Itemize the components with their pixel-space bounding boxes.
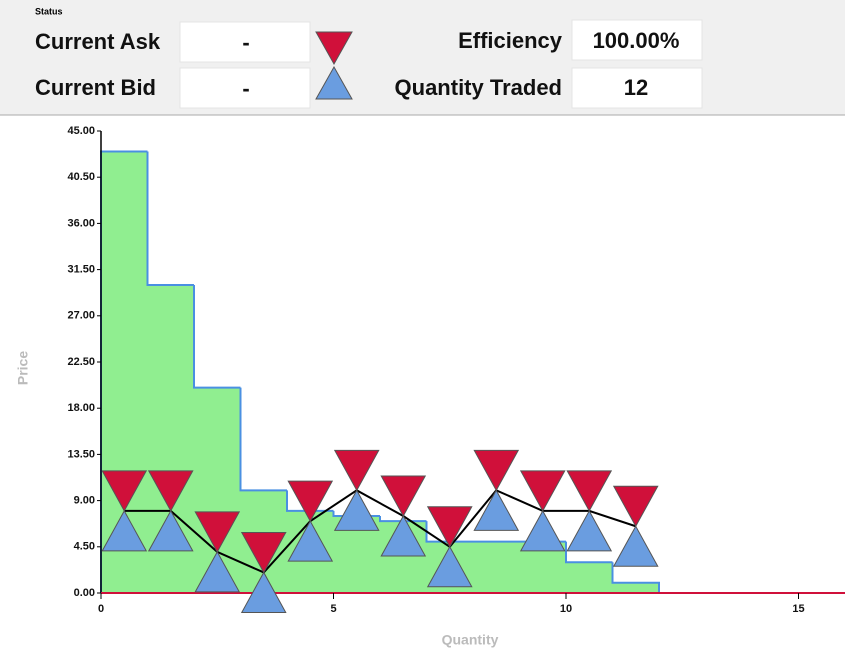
ask-marker xyxy=(519,470,566,512)
step-line xyxy=(193,285,241,389)
y-tick-label: 22.50 xyxy=(67,356,95,368)
bid-marker xyxy=(194,550,241,593)
y-axis-label: Price xyxy=(15,351,31,385)
ask-marker xyxy=(240,531,287,574)
efficiency: 100.00% xyxy=(593,28,680,53)
y-tick-label: 27.00 xyxy=(67,310,95,322)
bid-marker xyxy=(240,571,287,613)
step-area xyxy=(612,582,659,593)
bid-marker xyxy=(426,545,473,588)
y-tick-label: 40.50 xyxy=(67,171,95,183)
y-tick-label: 9.00 xyxy=(74,495,95,507)
x-tick-label: 10 xyxy=(560,603,572,615)
current-ask-label: Current Ask xyxy=(35,29,161,54)
bid-marker xyxy=(612,525,659,567)
bid-marker xyxy=(380,514,427,557)
bid-marker xyxy=(101,509,148,552)
ask-marker xyxy=(380,475,427,518)
ask-marker xyxy=(566,470,613,512)
efficiency-label: Efficiency xyxy=(458,28,563,53)
step-line xyxy=(565,541,613,564)
quantity-traded-label: Quantity Traded xyxy=(395,75,562,100)
step-line xyxy=(425,521,473,543)
y-tick-label: 18.00 xyxy=(67,402,95,414)
ask-marker xyxy=(287,480,334,523)
x-axis-label: Quantity xyxy=(442,632,499,648)
bid-marker xyxy=(566,509,613,552)
ask-marker xyxy=(101,470,148,512)
y-tick-label: 36.00 xyxy=(67,217,95,229)
y-tick-label: 0.00 xyxy=(74,587,95,599)
ask-marker xyxy=(147,470,194,512)
x-tick-label: 15 xyxy=(792,603,804,615)
step-area xyxy=(473,541,520,593)
step-line xyxy=(286,490,334,512)
step-line xyxy=(611,562,660,593)
status-panel xyxy=(0,0,845,115)
current-bid-label: Current Bid xyxy=(35,75,156,100)
ask-marker xyxy=(612,485,659,528)
x-tick-label: 5 xyxy=(330,603,336,615)
current-ask-box xyxy=(179,21,311,63)
y-tick-label: 13.50 xyxy=(67,448,95,460)
y-tick-label: 45.00 xyxy=(67,125,95,137)
bid-marker xyxy=(147,509,194,552)
ask-marker xyxy=(426,506,473,548)
quantity-traded: 12 xyxy=(624,75,648,100)
status-title: Status xyxy=(35,6,63,16)
quantity-traded-box xyxy=(571,67,703,109)
bid-marker xyxy=(519,509,566,552)
ask-icon xyxy=(315,31,353,66)
bid-marker xyxy=(287,520,334,562)
ask-marker xyxy=(194,511,241,553)
step-line xyxy=(146,151,194,286)
efficiency-box xyxy=(571,19,703,61)
current-ask: - xyxy=(242,30,249,55)
step-area xyxy=(566,562,613,593)
bid-marker xyxy=(473,489,520,531)
ask-marker xyxy=(333,449,380,492)
step-line xyxy=(239,387,287,492)
y-tick-label: 4.50 xyxy=(74,541,95,553)
trade-line xyxy=(124,489,637,574)
bid-icon xyxy=(315,65,353,100)
current-bid: - xyxy=(242,76,249,101)
current-bid-box xyxy=(179,67,311,109)
ask-marker xyxy=(473,449,520,492)
bid-marker xyxy=(333,489,380,531)
y-tick-label: 31.50 xyxy=(67,264,95,276)
x-tick-label: 0 xyxy=(98,603,104,615)
